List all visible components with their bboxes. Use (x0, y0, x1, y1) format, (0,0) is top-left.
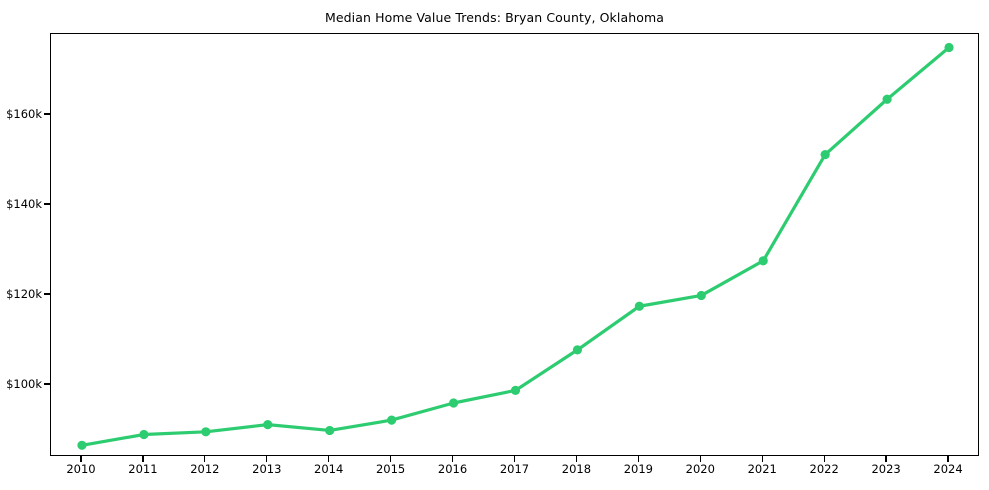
x-axis-tick-mark (80, 456, 82, 462)
x-axis-tick-mark (266, 456, 268, 462)
data-point-marker (820, 150, 830, 160)
x-axis-tick-label: 2017 (499, 462, 530, 476)
y-axis-tick-label: $120k (6, 287, 42, 301)
chart-title: Median Home Value Trends: Bryan County, … (324, 10, 665, 25)
x-axis-tick-mark (513, 456, 516, 462)
line-series-svg (77, 42, 954, 450)
x-axis-tick-mark (885, 456, 887, 462)
x-axis-tick-mark (451, 456, 454, 462)
data-point-marker (77, 440, 87, 450)
x-axis-tick-label: 2010 (66, 462, 96, 476)
x-axis-tick-label: 2019 (623, 462, 653, 476)
data-point-marker (572, 345, 583, 355)
x-axis-tick-label: 2016 (437, 462, 468, 476)
x-axis-tick-mark (699, 456, 701, 462)
x-axis-tick-label: 2014 (314, 462, 344, 476)
x-axis-tick-mark (328, 456, 330, 462)
data-point-marker (325, 425, 335, 436)
x-axis-tick-label: 2021 (747, 462, 777, 476)
x-axis-tick-label: 2018 (561, 462, 592, 476)
x-axis-tick-label: 2013 (252, 462, 282, 476)
data-point-marker (387, 415, 397, 425)
data-point-marker (139, 429, 149, 440)
x-axis-tick-label: 2024 (933, 462, 963, 476)
y-axis-tick-label: $100k (6, 377, 42, 391)
data-point-marker (201, 427, 211, 437)
data-point-marker (448, 398, 459, 408)
y-axis-tick-mark (44, 293, 50, 295)
y-axis-tick-label: $160k (6, 107, 42, 121)
data-point-marker (634, 301, 644, 311)
x-axis-tick-label: 2023 (871, 462, 901, 476)
y-axis-tick-mark (44, 113, 50, 115)
y-axis-tick-mark (44, 203, 50, 205)
series-line (80, 45, 951, 447)
x-axis-tick-label: 2015 (375, 462, 406, 476)
y-axis-labels: $100k $120k $140k $160k (0, 0, 42, 490)
y-axis-tick-label: $140k (6, 197, 42, 211)
x-axis-tick-mark (823, 456, 825, 462)
x-axis-tick-mark (389, 456, 392, 462)
x-axis-tick-mark (761, 456, 763, 462)
y-axis-tick-mark (44, 383, 50, 385)
data-point-marker (696, 290, 706, 301)
x-axis-tick-mark (142, 456, 144, 462)
x-axis-tick-mark (637, 456, 639, 462)
x-axis-tick-mark (947, 456, 949, 462)
data-point-marker (944, 42, 954, 53)
x-axis-tick-label: 2012 (190, 462, 220, 476)
data-point-marker (882, 94, 892, 104)
data-point-marker (758, 256, 768, 266)
x-axis-tick-label: 2022 (809, 462, 839, 476)
data-point-marker (263, 420, 273, 430)
x-axis-tick-label: 2011 (128, 462, 158, 476)
x-axis-tick-label: 2020 (685, 462, 715, 476)
plot-area (50, 33, 979, 456)
x-axis-tick-mark (204, 456, 206, 462)
data-point-marker (510, 385, 521, 395)
x-axis-tick-mark (575, 456, 578, 462)
series-markers (77, 42, 954, 450)
